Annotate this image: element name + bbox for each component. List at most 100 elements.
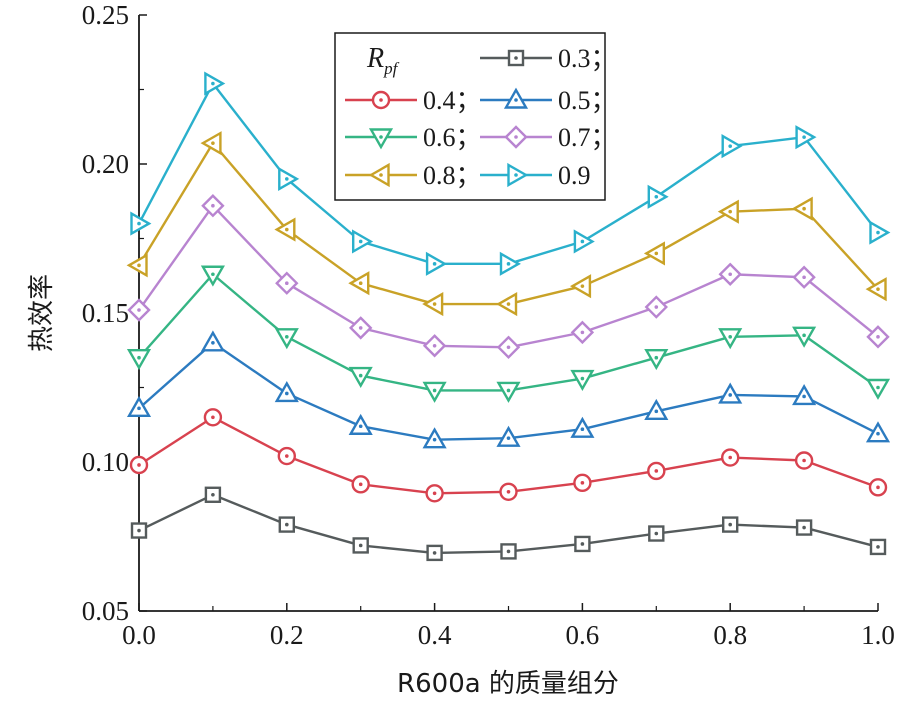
x-tick-label: 0.0 bbox=[122, 620, 156, 650]
y-tick-label: 0.15 bbox=[82, 298, 129, 328]
data-point-dot bbox=[802, 275, 806, 280]
data-point-dot bbox=[876, 545, 880, 549]
data-point-dot bbox=[728, 455, 732, 460]
data-point-dot bbox=[358, 326, 363, 330]
data-point-dot bbox=[211, 415, 215, 420]
legend-marker-dot bbox=[379, 98, 383, 102]
data-point-dot bbox=[802, 333, 806, 338]
data-point-dot bbox=[137, 528, 141, 533]
legend-entry-0.6: 0.6； bbox=[345, 123, 482, 152]
legend-entry-0.3: 0.3； bbox=[480, 44, 617, 73]
data-point-dot bbox=[654, 409, 659, 414]
series-0.6 bbox=[126, 265, 891, 403]
x-tick-label: 0.6 bbox=[566, 620, 600, 650]
data-point-dot bbox=[358, 424, 363, 429]
data-point-dot bbox=[654, 469, 659, 473]
data-point-dot bbox=[432, 491, 437, 496]
data-point-dot bbox=[358, 482, 363, 487]
data-point-dot bbox=[285, 522, 289, 527]
x-tick-label: 0.2 bbox=[270, 620, 304, 650]
series-line bbox=[138, 204, 879, 349]
legend-marker-dot bbox=[379, 135, 383, 139]
series-layer bbox=[126, 71, 891, 562]
data-point-dot bbox=[506, 302, 511, 306]
ticks: 0.0 0.2 0.4 0.6 0.8 1.0 0.05 0.10 0.15 0.20 0.25 bbox=[82, 0, 895, 650]
data-point-dot bbox=[211, 203, 215, 208]
data-point-dot bbox=[432, 262, 437, 266]
y-tick-label: 0.10 bbox=[82, 447, 129, 477]
legend-marker-dot bbox=[514, 56, 518, 60]
data-point-dot bbox=[580, 542, 585, 546]
data-point-dot bbox=[358, 373, 363, 378]
data-point-dot bbox=[580, 284, 585, 288]
series-0.7 bbox=[127, 194, 890, 359]
data-point-dot bbox=[285, 335, 289, 339]
y-axis-title: 热效率 bbox=[27, 274, 57, 352]
legend-marker-dot bbox=[514, 135, 518, 139]
data-point-dot bbox=[876, 335, 880, 339]
data-point-dot bbox=[211, 341, 215, 345]
data-point-dot bbox=[580, 376, 585, 381]
data-point-dot bbox=[285, 227, 289, 232]
legend: Rpf 0.3； 0.4； 0.5； 0.6； 0.7； 0.8； 0.9 bbox=[334, 32, 617, 201]
data-point-dot bbox=[137, 263, 141, 268]
data-point-dot bbox=[211, 492, 215, 497]
legend-label: 0.7； bbox=[558, 123, 617, 152]
data-point-dot bbox=[802, 394, 806, 399]
legend-entry-0.9: 0.9 bbox=[480, 161, 591, 190]
data-point-dot bbox=[728, 335, 732, 339]
legend-marker-dot bbox=[379, 173, 383, 177]
data-point-dot bbox=[432, 388, 437, 393]
data-point-dot bbox=[802, 135, 806, 139]
legend-entry-0.5: 0.5； bbox=[480, 86, 617, 115]
data-point-dot bbox=[654, 305, 659, 309]
data-point-dot bbox=[506, 436, 511, 440]
series-0.4 bbox=[129, 408, 888, 503]
y-tick-label: 0.05 bbox=[82, 596, 129, 626]
legend-entry-0.7: 0.7； bbox=[480, 123, 617, 152]
data-point-dot bbox=[728, 144, 732, 148]
data-point-dot bbox=[506, 490, 511, 494]
legend-entry-0.8: 0.8； bbox=[345, 161, 482, 190]
legend-label: 0.6； bbox=[423, 123, 482, 152]
y-tick-label: 0.20 bbox=[82, 149, 129, 179]
data-point-dot bbox=[580, 481, 585, 485]
data-point-dot bbox=[211, 81, 215, 86]
data-point-dot bbox=[728, 522, 732, 527]
legend-title-main: R bbox=[366, 43, 384, 74]
series-0.8 bbox=[126, 131, 887, 317]
data-point-dot bbox=[211, 272, 215, 277]
data-point-dot bbox=[285, 281, 289, 286]
data-point-dot bbox=[654, 355, 659, 360]
data-point-dot bbox=[728, 393, 732, 397]
data-point-dot bbox=[876, 431, 880, 436]
data-point-dot bbox=[358, 239, 363, 244]
data-point-dot bbox=[728, 209, 732, 214]
data-point-dot bbox=[876, 485, 880, 490]
legend-entries: 0.3； 0.4； 0.5； 0.6； 0.7； 0.8； 0.9 bbox=[345, 44, 617, 190]
legend-label: 0.9 bbox=[558, 161, 591, 190]
data-point-dot bbox=[137, 221, 141, 226]
data-point-dot bbox=[580, 427, 585, 432]
data-point-dot bbox=[211, 141, 215, 145]
legend-label: 0.3； bbox=[558, 44, 617, 73]
legend-entry-0.4: 0.4； bbox=[345, 86, 482, 115]
legend-marker-dot bbox=[514, 173, 518, 177]
x-tick-label: 0.8 bbox=[713, 620, 747, 650]
data-point-dot bbox=[432, 437, 437, 442]
data-point-dot bbox=[654, 194, 659, 199]
data-point-dot bbox=[506, 345, 511, 350]
series-0.3 bbox=[130, 486, 887, 562]
data-point-dot bbox=[137, 308, 141, 312]
data-point-dot bbox=[728, 272, 732, 277]
data-point-dot bbox=[432, 343, 437, 348]
data-point-dot bbox=[432, 551, 437, 555]
legend-label: 0.8； bbox=[423, 161, 482, 190]
data-point-dot bbox=[802, 206, 806, 211]
data-point-dot bbox=[506, 388, 511, 393]
legend-title: Rpf bbox=[366, 43, 400, 78]
data-point-dot bbox=[137, 463, 141, 467]
legend-marker-dot bbox=[514, 98, 518, 102]
data-point-dot bbox=[285, 391, 289, 396]
